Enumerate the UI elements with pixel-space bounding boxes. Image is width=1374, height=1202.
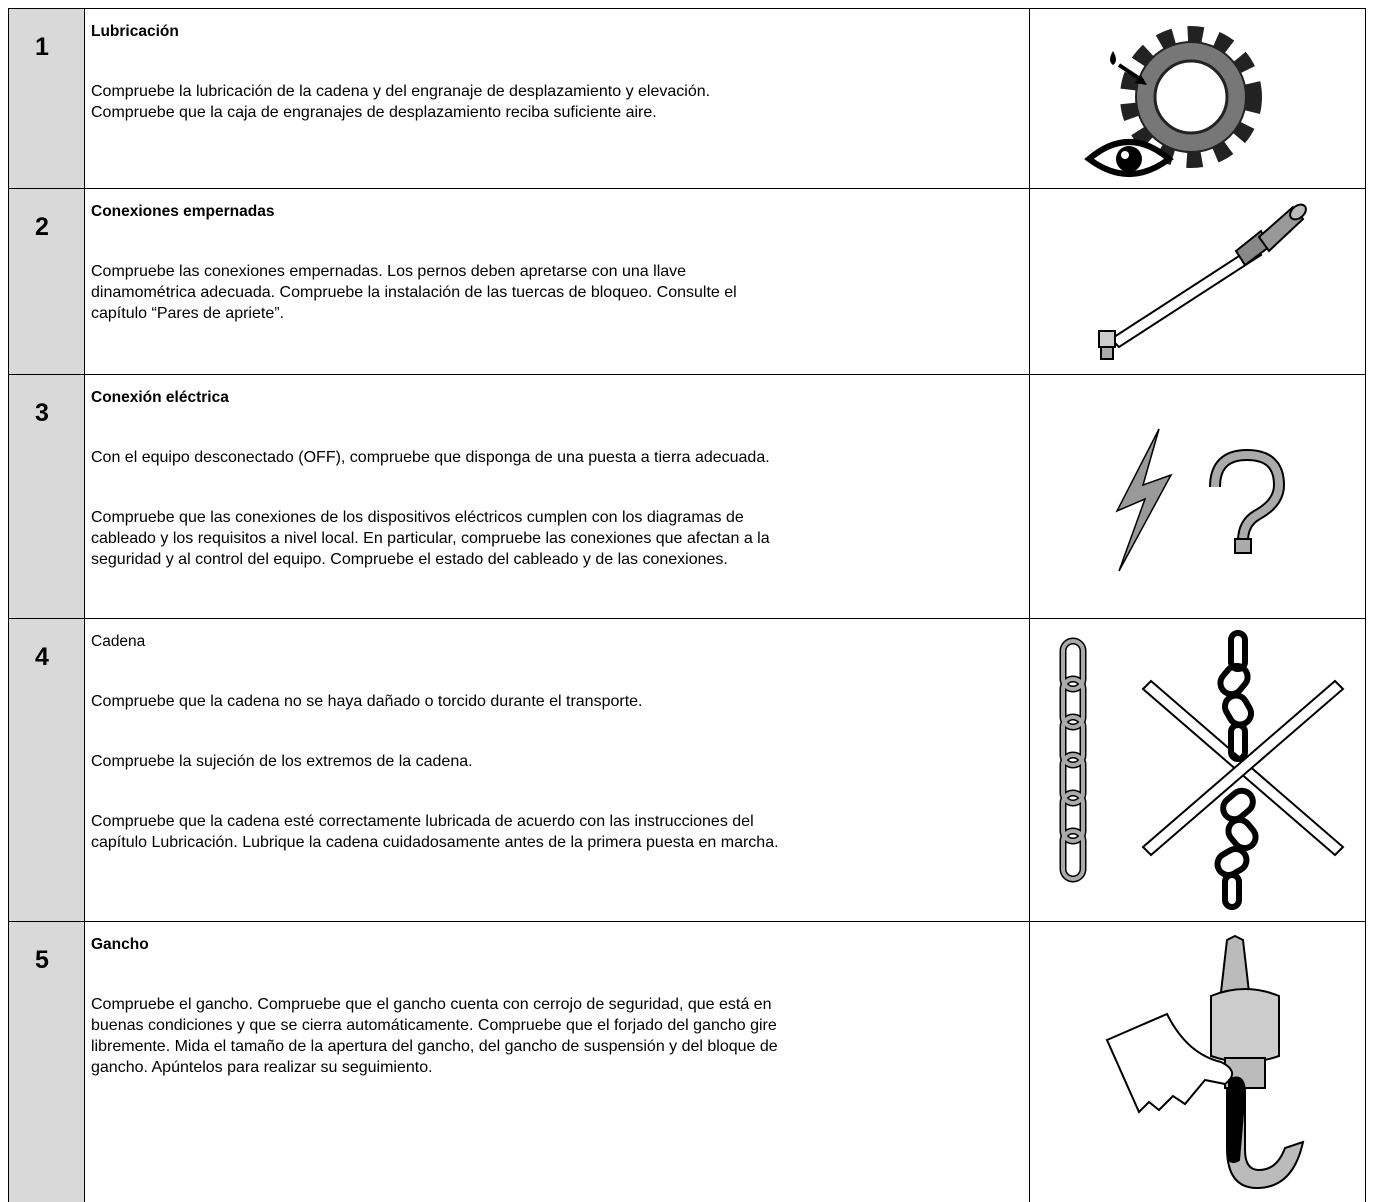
step-title: Conexión eléctrica [91, 389, 229, 406]
step-number: 1 [35, 33, 49, 61]
step-number-cell: 1 [9, 9, 85, 188]
illustration-cell [1031, 375, 1365, 618]
paragraph: Compruebe la lubricación de la cadena y … [91, 81, 1029, 123]
text-line: capítulo Lubricación. Lubrique la cadena… [91, 834, 779, 851]
illustration-cell [1031, 619, 1365, 921]
text-line: Compruebe la sujeción de los extremos de… [91, 753, 473, 770]
step-title: Conexiones empernadas [91, 203, 275, 220]
paragraph: Compruebe que la cadena esté correctamen… [91, 811, 1029, 853]
table-row: 2 Conexiones empernadas Compruebe las cone… [8, 188, 1366, 374]
text-line: capítulo “Pares de apriete”. [91, 305, 284, 322]
text-line: Compruebe que las conexiones de los disp… [91, 509, 744, 526]
text-line: cableado y los requisitos a nivel local.… [91, 530, 770, 547]
description-cell: Gancho Compruebe el gancho. Compruebe que… [85, 922, 1030, 1202]
text-line: Compruebe el gancho. Compruebe que el ga… [91, 996, 772, 1013]
step-number-cell: 5 [9, 922, 85, 1202]
description-cell: Cadena Compruebe que la cadena no se haya… [85, 619, 1030, 921]
description-cell: Conexión eléctrica Con el equipo desconec… [85, 375, 1030, 618]
paragraph: Compruebe el gancho. Compruebe que el ga… [91, 994, 1029, 1078]
step-title: Gancho [91, 936, 149, 953]
step-number: 2 [35, 213, 49, 241]
table-row: 4 Cadena Compruebe que la cadena no se hay… [8, 618, 1366, 921]
description-cell: Conexiones empernadas Compruebe las conex… [85, 189, 1030, 374]
illustration-cell [1031, 189, 1365, 374]
text-line: Compruebe la lubricación de la cadena y … [91, 83, 711, 100]
table-row: 3 Conexión eléctrica Con el equipo descone… [8, 374, 1366, 618]
table-row: 1 Lubricación Compruebe la lubricación de … [8, 8, 1366, 188]
illustration-cell [1031, 9, 1365, 188]
paragraph: Compruebe que las conexiones de los disp… [91, 507, 1029, 570]
illustration-cell [1031, 922, 1365, 1202]
text-line: gancho. Apúntelos para realizar su segui… [91, 1059, 433, 1076]
step-number: 4 [35, 643, 49, 671]
step-number-cell: 4 [9, 619, 85, 921]
text-line: Compruebe que la cadena no se haya dañad… [91, 693, 643, 710]
step-title: Cadena [91, 633, 146, 650]
step-number-cell: 2 [9, 189, 85, 374]
description-cell: Lubricación Compruebe la lubricación de l… [85, 9, 1030, 188]
gear-eye-icon [1084, 26, 1262, 177]
step-number-cell: 3 [9, 375, 85, 618]
step-title: Lubricación [91, 23, 179, 40]
text-line: Compruebe que la cadena esté correctamen… [91, 813, 754, 830]
text-line: libremente. Mida el tamaño de la apertur… [91, 1038, 778, 1055]
electric-question-icon [1115, 428, 1286, 572]
step-number: 3 [35, 399, 49, 427]
table-row: 5 Gancho Compruebe el gancho. Compruebe qu… [8, 921, 1366, 1202]
paragraph: Compruebe la sujeción de los extremos de… [91, 751, 1029, 772]
text-line: Compruebe que la caja de engranajes de d… [91, 104, 657, 121]
text-line: Con el equipo desconectado (OFF), compru… [91, 449, 770, 466]
text-line: buenas condiciones y que se cierra autom… [91, 1017, 777, 1034]
paragraph: Con el equipo desconectado (OFF), compru… [91, 447, 1029, 468]
paragraph: Compruebe las conexiones empernadas. Los… [91, 261, 1029, 324]
torque-wrench-icon [1098, 203, 1307, 360]
text-line: dinamométrica adecuada. Compruebe la ins… [91, 284, 737, 301]
step-number: 5 [35, 946, 49, 974]
hook-icon [1105, 934, 1305, 1190]
text-line: Compruebe las conexiones empernadas. Los… [91, 263, 687, 280]
text-line: seguridad y al control del equipo. Compr… [91, 551, 728, 568]
chain-icon [1059, 630, 1345, 910]
paragraph: Compruebe que la cadena no se haya dañad… [91, 691, 1029, 712]
